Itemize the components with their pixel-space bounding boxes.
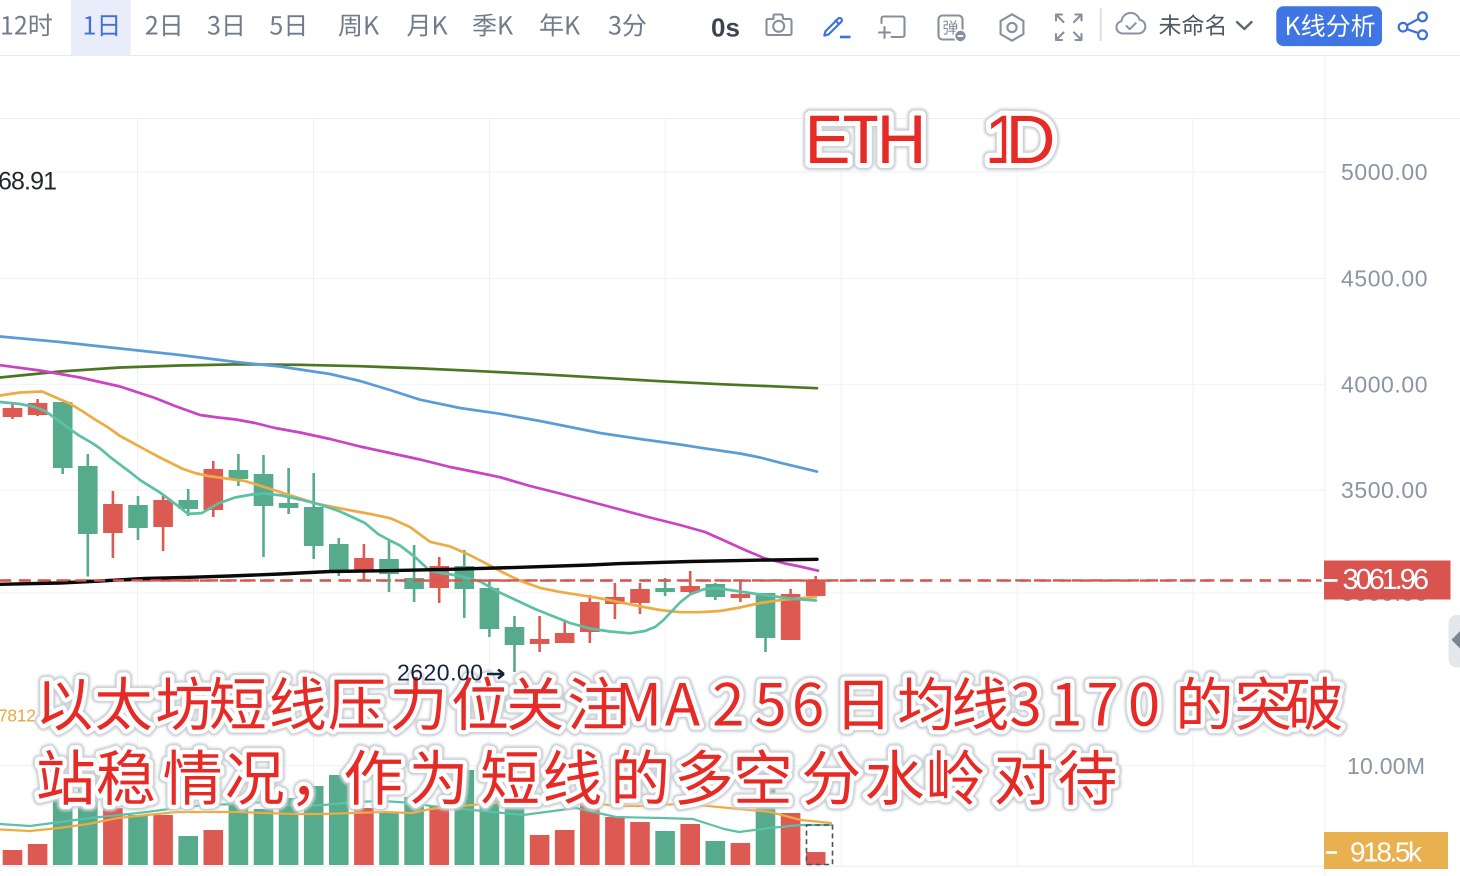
svg-text:68.91: 68.91: [0, 168, 57, 196]
svg-text:ETH: ETH: [805, 101, 927, 178]
svg-text:4000.00: 4000.00: [1341, 371, 1428, 397]
svg-text:10.00M: 10.00M: [1347, 753, 1425, 779]
svg-text:3061.96: 3061.96: [1343, 564, 1430, 596]
svg-text:0s: 0s: [711, 13, 740, 43]
svg-text:ETH: ETH: [805, 101, 927, 178]
svg-text:2620.00: 2620.00: [397, 660, 483, 686]
svg-text:4500.00: 4500.00: [1341, 266, 1428, 292]
svg-text:918.5k: 918.5k: [1350, 837, 1423, 868]
svg-text:3500.00: 3500.00: [1341, 477, 1428, 503]
svg-text:7812: 7812: [0, 706, 36, 726]
svg-text:5000.00: 5000.00: [1341, 159, 1428, 185]
svg-text:1D: 1D: [985, 101, 1056, 178]
svg-text:1D: 1D: [985, 101, 1056, 178]
